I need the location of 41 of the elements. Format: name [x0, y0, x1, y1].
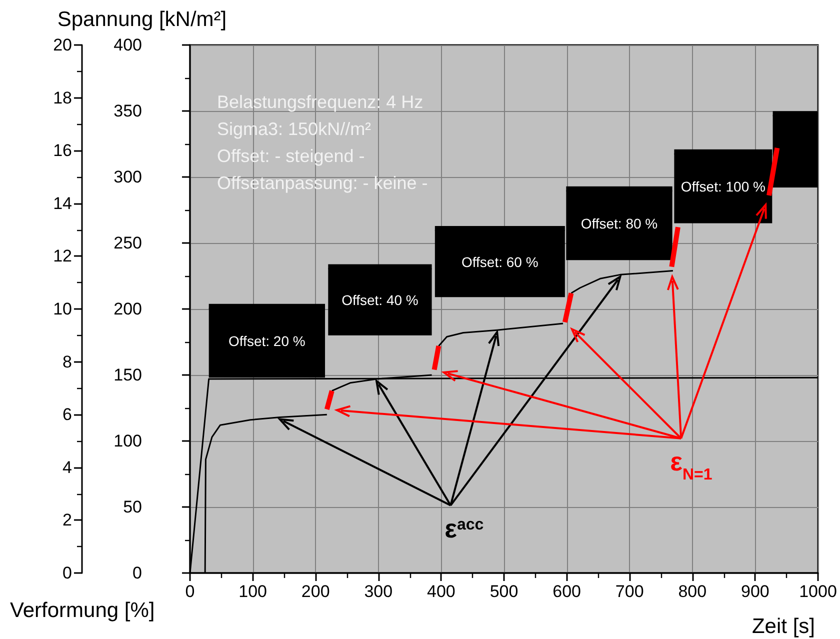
y2-tick-label: 8	[62, 352, 72, 372]
y2-axis-title: Verformung [%]	[10, 599, 155, 622]
x-tick-label: 200	[301, 582, 330, 601]
y-axis-title: Spannung [kN/m²]	[57, 8, 227, 31]
annotation: Offset: 20 %	[228, 332, 306, 349]
annotation: ε$_{N=1}$	[670, 446, 712, 483]
annotation: Offset: 60 %	[462, 254, 538, 270]
y2-tick-label: 20	[53, 36, 72, 54]
y-tick-label: 400	[114, 36, 142, 54]
y2-tick-label: 6	[62, 405, 72, 424]
y2-tick-label: 18	[53, 88, 72, 108]
y-tick-label: 100	[114, 432, 142, 450]
x-tick-label: 800	[678, 582, 707, 601]
annotation: Offset: 100 %	[680, 178, 766, 194]
x-tick-label: 0	[185, 582, 195, 601]
x-tick-label: 900	[741, 582, 770, 601]
x-tick-label: 400	[427, 582, 456, 601]
y-tick-label: 350	[114, 102, 142, 120]
x-tick-label: 100	[238, 582, 267, 601]
y2-tick-label: 4	[62, 458, 72, 477]
annotation: Offset: 40 %	[342, 292, 418, 308]
y2-tick-label: 14	[53, 194, 72, 213]
y-tick-label: 150	[114, 366, 142, 384]
y-tick-label: 0	[132, 564, 142, 582]
x-axis-title: Zeit [s]	[752, 615, 815, 638]
annotation: ε$^{acc}$	[444, 513, 484, 544]
x-tick-label: 600	[552, 582, 581, 601]
y-tick-label: 50	[123, 498, 142, 516]
x-tick-label: 300	[364, 582, 393, 601]
y2-tick-label: 16	[53, 141, 72, 160]
x-tick-label: 500	[490, 582, 518, 601]
y2-tick-label: 12	[53, 246, 72, 266]
y2-tick-label: 10	[53, 300, 72, 318]
annotation: Offset: 80 %	[580, 215, 658, 232]
y2-tick-label: 0	[62, 564, 72, 582]
y2-tick-label: 2	[62, 510, 72, 530]
x-tick-label: 1000	[799, 582, 837, 601]
y-tick-label: 300	[114, 168, 142, 186]
y-tick-label: 200	[114, 300, 142, 318]
x-tick-label: 700	[615, 582, 644, 601]
y-tick-label: 250	[114, 234, 142, 252]
